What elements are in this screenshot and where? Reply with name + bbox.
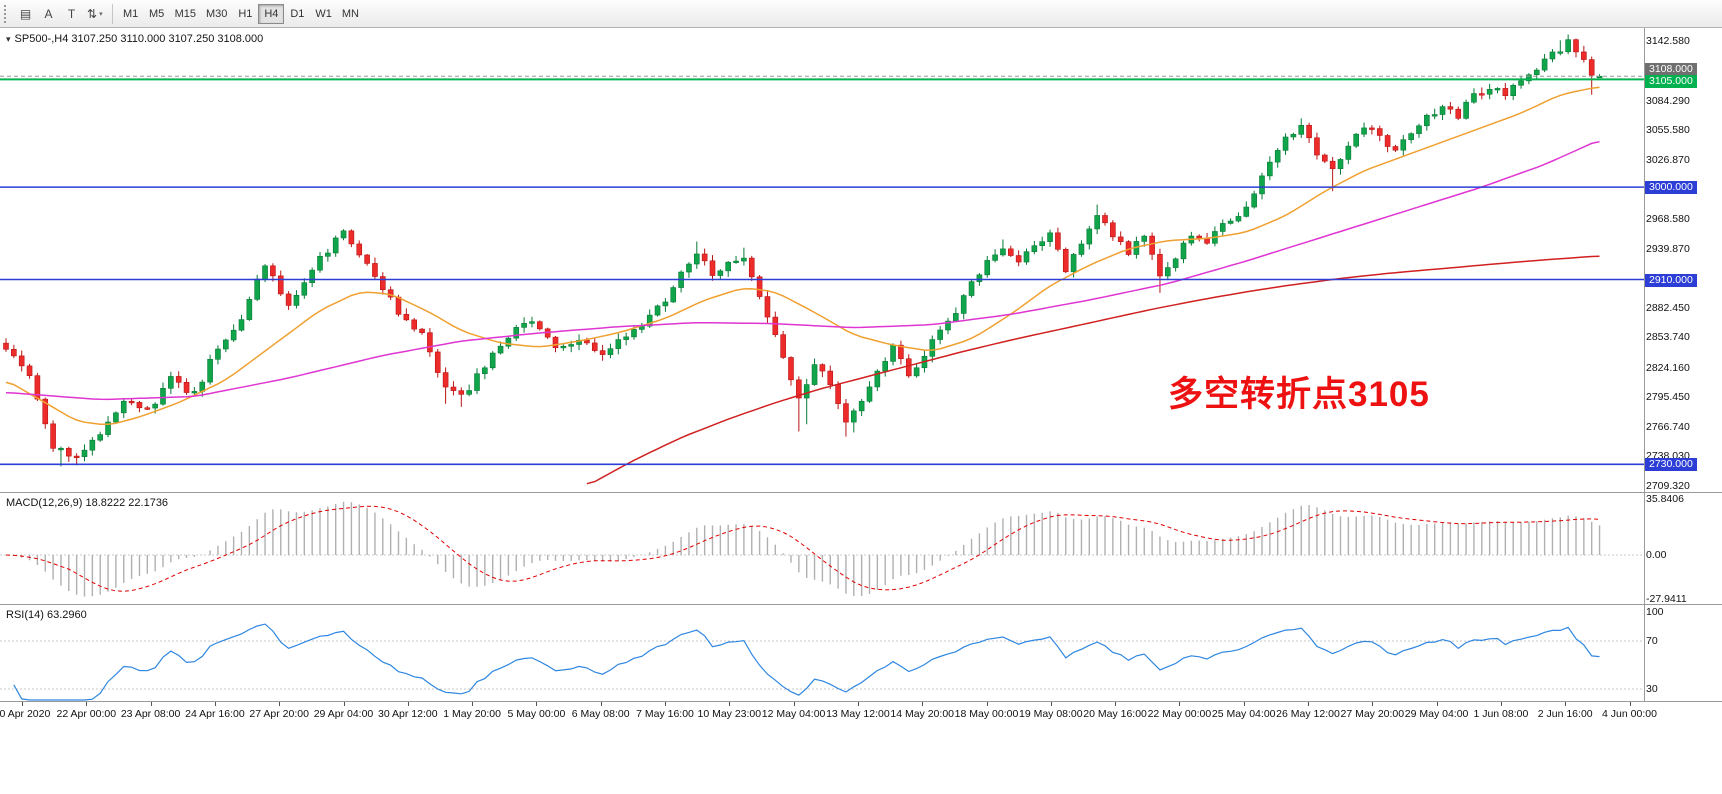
timeframe-M5-button[interactable]: M5: [148, 7, 165, 20]
main-toolbar: ▤ A T ⇅ ▾ M1 M5 M15 M30 H1 H4 D1 W1 MN: [0, 0, 1722, 28]
objects-dropdown-button[interactable]: ⇅ ▾: [87, 6, 103, 21]
rsi-indicator-label: RSI(14) 63.2960: [6, 609, 87, 621]
timeframe-M1-button[interactable]: M1: [122, 7, 139, 20]
macd-signal-line: [5, 505, 1600, 592]
toolbar-grip[interactable]: [4, 4, 10, 23]
text-tool-button[interactable]: T: [67, 6, 76, 21]
timeframe-M15-button[interactable]: M15: [174, 7, 196, 20]
chart-menu-icon[interactable]: ▾: [6, 34, 11, 44]
tool-button-group: ▤ A T ⇅ ▾: [14, 3, 107, 24]
toolbar-separator: [111, 3, 113, 24]
timeframe-W1-button[interactable]: W1: [315, 7, 332, 20]
windows-tile-button[interactable]: ▤: [19, 6, 32, 21]
timeframe-H1-button[interactable]: H1: [238, 7, 253, 20]
timeframe-MN-button[interactable]: MN: [341, 7, 359, 20]
text-label-button[interactable]: A: [44, 6, 53, 21]
annotation-text[interactable]: 多空转折点3105: [1168, 375, 1430, 414]
timeframe-D1-button[interactable]: D1: [290, 7, 305, 20]
ma-slow-line: [586, 255, 1600, 485]
symbol-ohlc-text: SP500-,H4 3107.250 3110.000 3107.250 310…: [14, 33, 264, 45]
rsi-line: [13, 623, 1600, 701]
dropdown-caret-icon: ▾: [99, 10, 103, 18]
chart-symbol-info: ▾ SP500-,H4 3107.250 3110.000 3107.250 31…: [6, 33, 263, 45]
ma-mid-line: [5, 140, 1600, 401]
timeframe-button-group: M1 M5 M15 M30 H1 H4 D1 W1 MN: [118, 3, 364, 24]
macd-indicator-label: MACD(12,26,9) 18.8222 22.1736: [6, 497, 169, 509]
timeframe-H4-button[interactable]: H4: [258, 3, 285, 24]
macd-histogram: [13, 501, 1601, 597]
timeframe-M30-button[interactable]: M30: [205, 7, 228, 20]
